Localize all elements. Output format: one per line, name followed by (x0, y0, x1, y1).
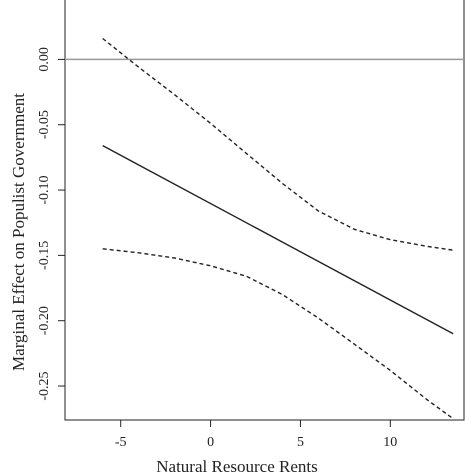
y-tick-label: -0.25 (37, 371, 52, 400)
y-tick-label: 0.00 (37, 47, 52, 72)
y-tick-label: -0.20 (37, 306, 52, 335)
y-tick-label: -0.15 (37, 241, 52, 270)
x-tick-label: -5 (115, 435, 127, 450)
y-axis-title: Marginal Effect on Populist Government (9, 93, 28, 371)
x-tick-label: 10 (383, 435, 397, 450)
x-tick-label: 0 (207, 435, 214, 450)
plot-frame (64, 0, 465, 421)
x-tick-label: 5 (297, 435, 304, 450)
y-tick-label: -0.05 (37, 110, 52, 139)
upper-ci-line (102, 37, 454, 251)
estimate-line (102, 144, 454, 335)
x-axis-title: Natural Resource Rents (156, 457, 317, 474)
lower-ci-line (102, 248, 454, 420)
y-tick-label: -0.10 (37, 175, 52, 204)
